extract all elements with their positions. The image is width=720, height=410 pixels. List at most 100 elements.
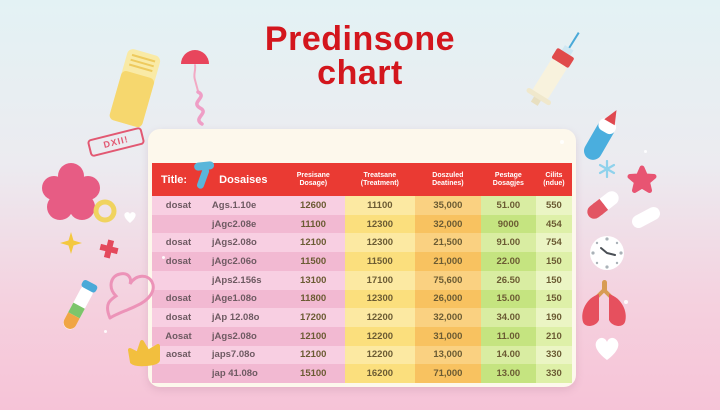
page-title-line2: chart (317, 54, 403, 92)
lungs-icon (582, 280, 626, 326)
table-row: dosat jAgc2.06o 11500 11500 21,000 22.00 150 (152, 252, 572, 271)
table-cell: 330 (535, 364, 572, 384)
table-cell: Ags.1.10e (204, 196, 282, 215)
header-doszuled: Doszuled Deatines) (432, 171, 464, 187)
table-cell: 12300 (344, 233, 415, 253)
dot (162, 256, 165, 259)
header-dosaises: Dosaises (219, 173, 268, 186)
table-cell: 15.00 (480, 289, 536, 309)
clamp-tool-icon (194, 161, 215, 189)
table-cell: 34.00 (480, 308, 536, 327)
table-cell: 550 (535, 196, 572, 215)
white-pill-icon (631, 207, 661, 228)
table-cell: 11100 (281, 214, 345, 234)
table-cell: 32,000 (414, 214, 481, 234)
chart-card: Title: Dosaises Presisane Dosage) Treats… (148, 129, 576, 387)
germ-squiggle-icon (195, 90, 205, 126)
table-cell: 12100 (281, 345, 345, 365)
table-cell: 26,000 (414, 289, 481, 309)
table-cell: 12200 (344, 345, 415, 365)
table-row: dosat Ags.1.10e 12600 11100 35,000 51.00 550 (152, 196, 572, 215)
table-cell: 11500 (281, 252, 345, 271)
table-cell: 12100 (281, 233, 345, 253)
table-cell: aosat (152, 345, 205, 365)
table-row: jap 41.08o 15100 16200 71,000 13.00 330 (152, 364, 572, 384)
table-cell: 330 (535, 345, 572, 365)
pill-bottle-icon (109, 49, 161, 128)
table-row: jAgc2.08e 11100 12300 32,000 9000 454 (152, 214, 572, 234)
syringe-icon (526, 32, 580, 106)
table-cell: 13.00 (480, 364, 536, 384)
table-cell: jAgc2.08e (204, 214, 282, 234)
star-blob-icon (627, 165, 657, 193)
table-cell: 13,000 (414, 345, 481, 365)
table-cell: jAp 12.08o (204, 308, 282, 327)
table-cell: dosat (152, 233, 205, 253)
page-title: Predinsone chart (0, 22, 720, 90)
dot (644, 150, 647, 153)
table-cell: 150 (535, 252, 572, 271)
snowflake-icon (598, 160, 616, 178)
table-cell: 11.00 (480, 326, 536, 346)
table-cell: 12100 (281, 326, 345, 346)
test-tube-icon (63, 279, 98, 330)
table-cell: 12300 (344, 214, 415, 234)
table-cell: 16200 (344, 364, 415, 384)
table-cell: jap 41.08o (204, 364, 282, 384)
table-cell: dosat (152, 196, 205, 215)
table-cell: jAps2.156s (204, 270, 282, 290)
table-cell: 454 (535, 214, 572, 234)
dropper-icon (181, 50, 209, 92)
table-cell: 11100 (344, 196, 415, 215)
table-cell: jAgs2.08o (204, 233, 282, 253)
yellow-ring-icon (93, 199, 117, 223)
table-cell: 26.50 (480, 270, 536, 290)
small-heart-icon (124, 212, 136, 223)
table-cell: 71,000 (414, 364, 481, 384)
table-cell: 210 (535, 326, 572, 346)
table-row: Aosat jAgs2.08o 12100 12200 31,000 11.00 210 (152, 326, 572, 346)
table-cell: dosat (152, 308, 205, 327)
header-cilits: Cilits (ndue) (543, 171, 565, 187)
table-body: dosat Ags.1.10e 12600 11100 35,000 51.00 550 jA… (152, 196, 572, 384)
table-cell: 12300 (344, 289, 415, 309)
table-cell: 150 (535, 270, 572, 290)
table-row: dosat jAgs2.08o 12100 12300 21,500 91.00 754 (152, 233, 572, 253)
sparkle-icon (60, 232, 82, 254)
dot (104, 330, 107, 333)
dot (624, 300, 628, 304)
table-header-row: Title: Dosaises Presisane Dosage) Treats… (152, 163, 572, 196)
table-cell: dosat (152, 252, 205, 271)
table-cell (152, 270, 205, 290)
heart-cord-icon (106, 272, 155, 320)
table-cell: 12600 (281, 196, 345, 215)
dot (560, 140, 564, 144)
table-cell: 150 (535, 289, 572, 309)
table-cell: 75,600 (414, 270, 481, 290)
table-cell: 9000 (480, 214, 536, 234)
page-title-line1: Predinsone (264, 20, 456, 58)
table-cell: jAge1.08o (204, 289, 282, 309)
table-cell: 91.00 (480, 233, 536, 253)
table-cell: jAgc2.06o (204, 252, 282, 271)
table-cell: 22.00 (480, 252, 536, 271)
table-cell: 32,000 (414, 308, 481, 327)
table-cell: 11800 (281, 289, 345, 309)
header-title: Title: (161, 173, 188, 186)
table-cell: 17200 (281, 308, 345, 327)
dxii-stamp-icon: DXII! (86, 126, 146, 158)
flower-blob-icon (42, 163, 100, 220)
table-cell: 12200 (344, 308, 415, 327)
table-cell: 14.00 (480, 345, 536, 365)
white-heart-icon (595, 337, 619, 360)
table-cell: 17100 (344, 270, 415, 290)
table-row: aosat japs7.08o 12100 12200 13,000 14.00 330 (152, 345, 572, 365)
table-cell: japs7.08o (204, 345, 282, 365)
table-cell: 11500 (344, 252, 415, 271)
table-cell: 13100 (281, 270, 345, 290)
table-cell: Aosat (152, 326, 205, 346)
table-row: dosat jAp 12.08o 17200 12200 32,000 34.00 190 (152, 308, 572, 327)
table-cell: 12200 (344, 326, 415, 346)
table-cell: 35,000 (414, 196, 481, 215)
header-pestage: Pestage Dosagjes (492, 171, 524, 187)
